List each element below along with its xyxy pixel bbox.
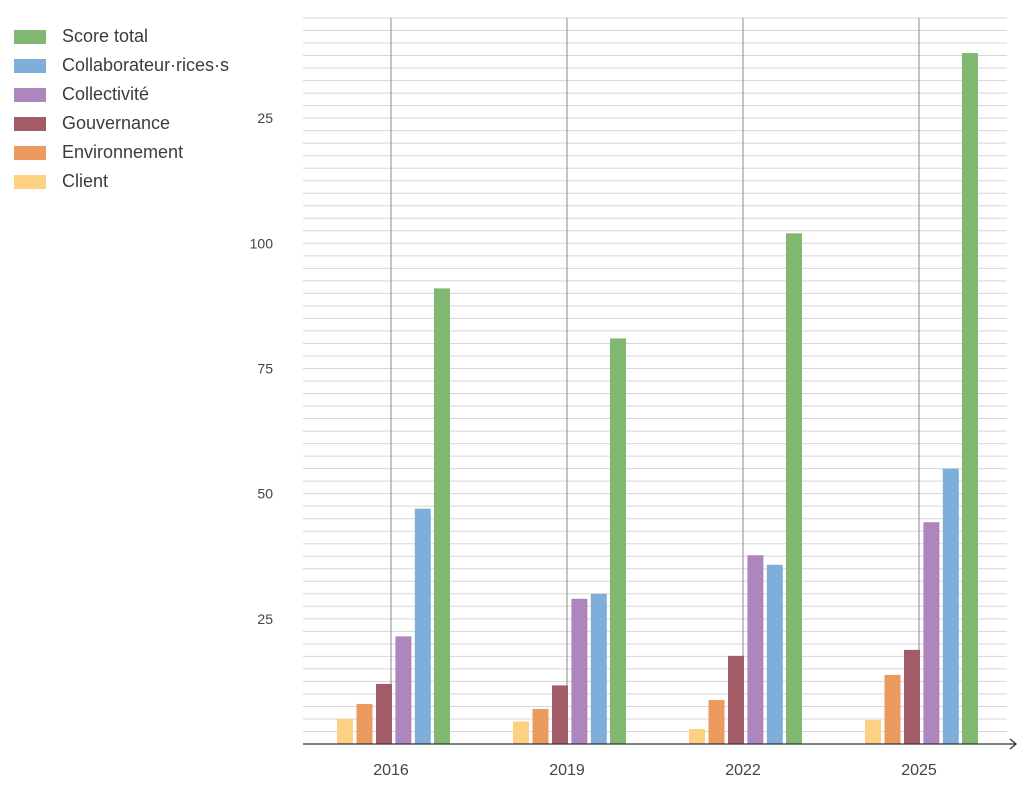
bar-client-2025	[865, 719, 881, 744]
chart-legend: Score total Collaborateur·rices·s Collecti…	[14, 22, 229, 196]
bar-collaborateur-rices-s-2019	[590, 593, 607, 744]
bar-environnement-2025	[884, 674, 901, 744]
x-tick-label: 2019	[549, 762, 585, 779]
legend-label: Score total	[62, 26, 149, 46]
bar-gouvernance-2025	[904, 649, 920, 744]
x-tick-label: 2025	[901, 762, 937, 779]
x-axis-arrow-icon	[1009, 738, 1018, 750]
bar-client-2019	[513, 721, 529, 744]
bar-collectivit--2019	[571, 598, 588, 744]
bar-collaborateur-rices-s-2022	[766, 564, 783, 744]
y-tick-label: 25	[257, 110, 273, 126]
bar-client-2016	[337, 718, 353, 744]
y-tick-label: 50	[257, 486, 273, 502]
legend-swatch	[14, 174, 46, 189]
x-tick-label: 2022	[725, 762, 761, 779]
bar-collaborateur-rices-s-2016	[414, 508, 431, 744]
bars	[337, 53, 978, 744]
bar-environnement-2022	[708, 699, 725, 744]
legend-swatch	[14, 87, 46, 102]
legend-swatch	[14, 29, 46, 44]
x-tick-label: 2016	[373, 762, 409, 779]
bar-score-total-2016	[434, 288, 450, 744]
legend-swatch	[14, 58, 46, 73]
bar-collectivit--2022	[747, 555, 764, 744]
legend-label: Collectivité	[62, 84, 150, 104]
bar-score-total-2022	[786, 233, 802, 744]
gridlines	[303, 17, 1007, 732]
legend-item: Collaborateur·rices·s	[14, 51, 229, 80]
legend-item: Client	[14, 167, 229, 196]
bar-score-total-2025	[962, 53, 978, 744]
bar-gouvernance-2022	[728, 655, 744, 744]
legend-label: Client	[62, 171, 109, 191]
y-tick-label: 100	[250, 235, 274, 251]
bar-score-total-2019	[610, 338, 626, 744]
bar-collectivit--2016	[395, 636, 412, 744]
legend-item: Score total	[14, 22, 229, 51]
legend-label: Gouvernance	[62, 113, 171, 133]
bar-collectivit--2025	[923, 522, 940, 744]
legend-item: Gouvernance	[14, 109, 229, 138]
legend-swatch	[14, 145, 46, 160]
bar-gouvernance-2016	[376, 683, 392, 744]
y-tick-label: 75	[257, 360, 273, 376]
bar-gouvernance-2019	[552, 685, 568, 744]
legend-swatch	[14, 116, 46, 131]
legend-item: Environnement	[14, 138, 229, 167]
bar-environnement-2016	[356, 703, 373, 744]
y-tick-label: 25	[257, 611, 273, 627]
bar-collaborateur-rices-s-2025	[942, 468, 959, 744]
bar-client-2022	[689, 728, 705, 744]
bar-environnement-2019	[532, 708, 549, 744]
legend-label: Environnement	[62, 142, 184, 162]
legend-label: Collaborateur·rices·s	[62, 55, 230, 75]
legend-item: Collectivité	[14, 80, 229, 109]
